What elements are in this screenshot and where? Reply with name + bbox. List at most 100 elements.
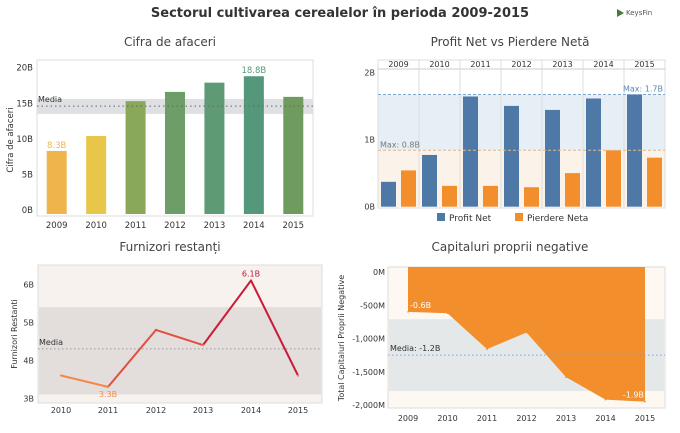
point-2013: [202, 344, 204, 347]
x-tick-label: 2009: [398, 414, 418, 423]
bar-pierdere-neta-2011: [483, 185, 498, 207]
x-tick-label: 2013: [204, 221, 226, 231]
bar-2013: [204, 82, 225, 214]
y-tick-label: 1B: [364, 136, 375, 145]
dashboard-title: Sectorul cultivarea cerealelor în period…: [150, 6, 530, 21]
bar-profit-net-2014: [586, 98, 601, 207]
y-tick-label: 3B: [23, 394, 34, 403]
point-2011: [486, 348, 488, 350]
legend-swatch-profit-net: [437, 213, 445, 221]
x-tick-label: 2011: [98, 406, 118, 415]
x-tick-label: 2010: [437, 414, 457, 423]
y-tick-label: 6B: [23, 280, 34, 289]
data-label: 3.3B: [99, 390, 117, 399]
x-tick-label: 2012: [164, 221, 186, 231]
point-2012: [525, 331, 528, 334]
x-tick-label: 2012: [516, 414, 536, 423]
y-tick-label: 0B: [364, 203, 375, 212]
point-2010: [60, 374, 62, 377]
bar-pierdere-neta-2013: [565, 173, 580, 207]
y-tick-label: 10B: [16, 135, 33, 145]
data-label: 6.1B: [242, 270, 260, 279]
x-tick-label: 2015: [635, 414, 655, 423]
y-tick-label: -500M: [360, 301, 385, 310]
bar-2014: [243, 76, 264, 214]
bar-profit-net-2012: [504, 105, 519, 207]
bar-2009: [46, 150, 67, 214]
bar-2015: [283, 96, 304, 214]
point-2010: [446, 312, 449, 315]
bar-pierdere-neta-2015: [647, 157, 662, 207]
line-segment-2014-2015: [250, 279, 299, 377]
y-axis-label: Cifra de afaceri: [6, 107, 16, 172]
line-segment-2012-2013: [155, 328, 204, 347]
chart-title-furnizori: Furnizori restanți: [119, 240, 221, 254]
column-header: 2014: [593, 60, 613, 69]
x-tick-label: 2011: [125, 221, 147, 231]
bar-profit-net-2009: [381, 181, 396, 207]
y-tick-label: 5B: [22, 170, 33, 180]
column-header: 2012: [511, 60, 531, 69]
y-axis-label: Furnizori Restanti: [10, 299, 19, 369]
point-2015: [297, 374, 299, 377]
media-label: Media: [39, 338, 63, 347]
data-label: -0.6B: [410, 301, 431, 310]
column-header: 2010: [429, 60, 449, 69]
x-tick-label: 2009: [46, 221, 68, 231]
y-tick-label: -1,000M: [352, 335, 385, 344]
bar-2010: [86, 136, 107, 214]
line-segment-2011-2012: [107, 328, 157, 388]
point-2011: [107, 385, 109, 388]
y-tick-label: 5B: [23, 318, 34, 327]
y-tick-label: 0B: [22, 206, 33, 216]
point-2014: [250, 279, 252, 282]
point-2013: [565, 376, 567, 378]
y-tick-label: 4B: [23, 356, 34, 365]
y-tick-label: 0M: [373, 268, 385, 277]
x-tick-label: 2013: [556, 414, 576, 423]
loss-max-band: [378, 150, 665, 207]
bar-profit-net-2010: [422, 154, 437, 207]
point-2009: [407, 311, 409, 313]
x-tick-label: 2014: [241, 406, 261, 415]
media-label: Media: -1.2B: [390, 344, 440, 353]
point-2014: [604, 398, 607, 401]
y-tick-label: -2,000M: [352, 401, 385, 410]
data-label: -1.9B: [623, 391, 644, 400]
x-tick-label: 2013: [193, 406, 213, 415]
chart-title-profit: Profit Net vs Pierdere Netă: [430, 35, 590, 49]
y-tick-label: 20B: [16, 64, 33, 74]
logo-text: KeysFin: [626, 9, 653, 17]
line-segment-2013-2014: [202, 279, 252, 347]
bar-pierdere-neta-2012: [524, 187, 539, 207]
legend-label-profit-net: Profit Net: [449, 214, 492, 224]
media-label: Media: [38, 95, 62, 104]
max-profit-label: Max: 1.7B: [623, 84, 663, 93]
bar-pierdere-neta-2014: [606, 150, 621, 207]
bar-2011: [125, 101, 146, 214]
y-axis-label: Total Capitaluri Proprii Negative: [337, 275, 346, 402]
legend-swatch-pierdere-neta: [515, 213, 523, 221]
x-tick-label: 2011: [477, 414, 497, 423]
x-tick-label: 2010: [51, 406, 71, 415]
chart-title-capitaluri: Capitaluri proprii negative: [431, 240, 589, 254]
x-tick-label: 2014: [243, 221, 265, 231]
point-2012: [155, 328, 157, 331]
line-segment-2010-2011: [60, 374, 109, 388]
point-2015: [644, 400, 646, 403]
reference-band: [39, 307, 321, 395]
x-tick-label: 2015: [288, 406, 308, 415]
bar-pierdere-neta-2010: [442, 185, 457, 207]
bar-pierdere-neta-2009: [401, 170, 416, 207]
column-header: 2011: [470, 60, 490, 69]
bar-2012: [165, 91, 185, 214]
max-loss-label: Max: 0.8B: [380, 140, 420, 149]
plot-area: [377, 59, 666, 209]
chart-title-cifra: Cifra de afaceri: [123, 35, 217, 49]
keysfin-logo: KeysFin: [617, 9, 652, 17]
x-tick-label: 2014: [595, 414, 615, 423]
y-tick-label: 15B: [16, 99, 33, 109]
bar-profit-net-2013: [545, 109, 560, 207]
profit-max-band: [378, 94, 665, 151]
